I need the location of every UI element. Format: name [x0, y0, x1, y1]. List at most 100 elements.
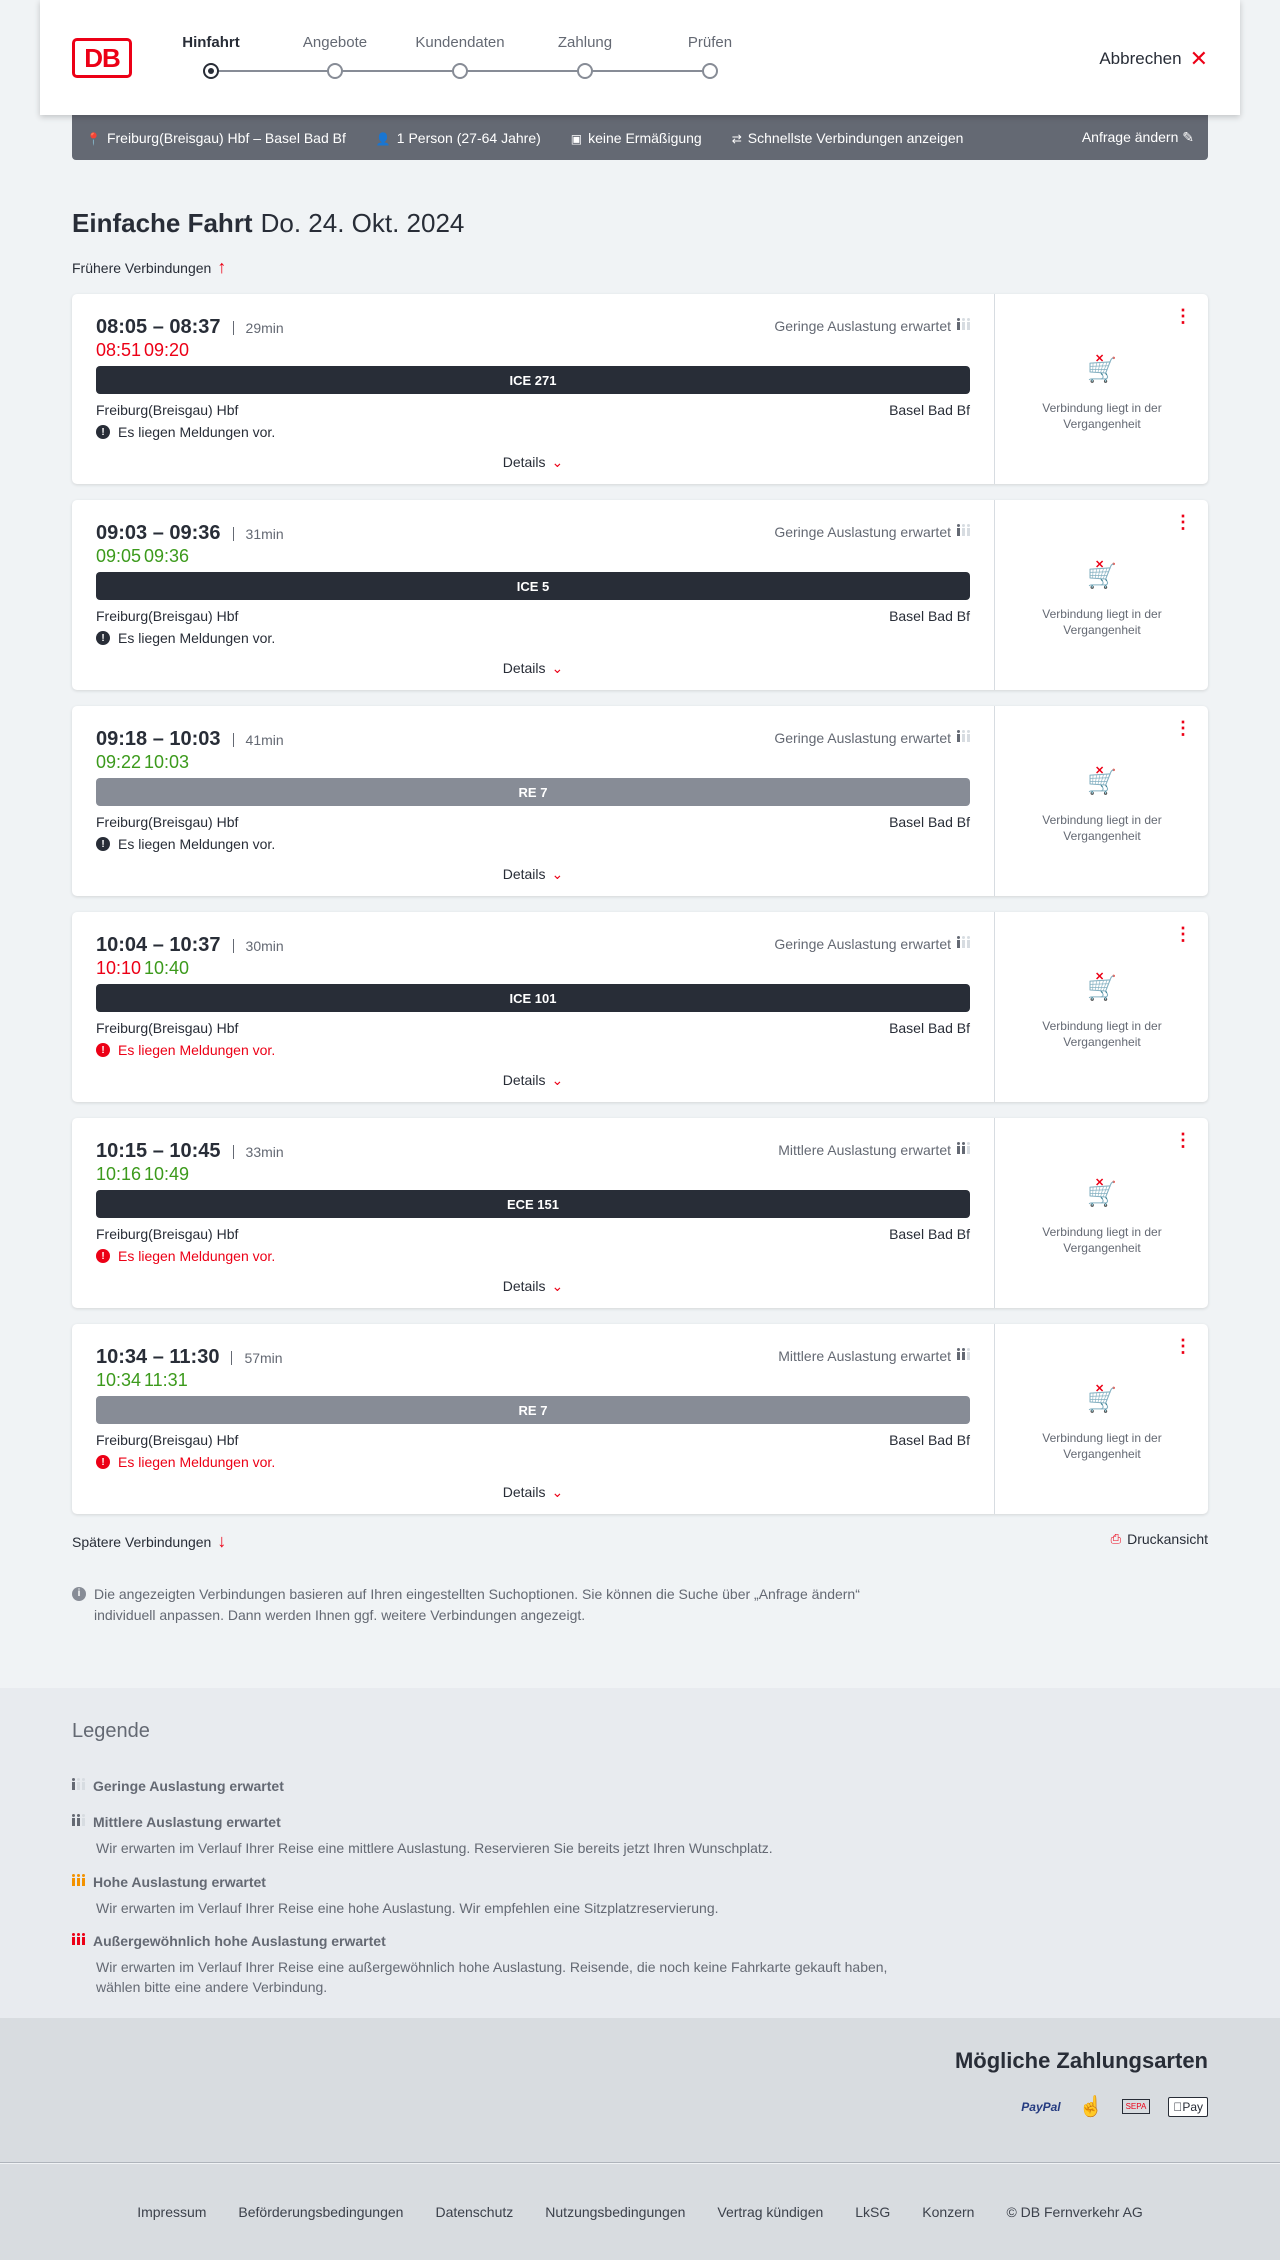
alert-icon: ! [96, 1043, 110, 1057]
alert-icon: ! [96, 1249, 110, 1263]
details-toggle[interactable]: Details ⌄ [72, 866, 994, 883]
footer-link[interactable]: LkSG [855, 2204, 891, 2220]
payment-section: Mögliche Zahlungsarten PayPal ☝ SEPA Pa… [0, 2018, 1280, 2163]
connection-card[interactable]: 09:18 – 10:03 41min 09:22 10:03 Geringe A… [72, 706, 1208, 896]
details-toggle[interactable]: Details ⌄ [72, 1278, 994, 1295]
connection-card[interactable]: 08:05 – 08:37 29min 08:51 09:20 Geringe A… [72, 294, 1208, 484]
trip-type: Einfache Fahrt [72, 208, 253, 238]
status-text: Verbindung liegt in der Vergangenheit [1042, 1019, 1162, 1049]
occupancy-text: Geringe Auslastung erwartet [774, 730, 951, 746]
step-indicator [203, 63, 219, 79]
legend-item-text: Wir erwarten im Verlauf Ihrer Reise eine… [96, 1900, 719, 1916]
duration: 57min [231, 1350, 283, 1365]
realtime-departure: 10:10 [96, 958, 142, 978]
occupancy: Mittlere Auslastung erwartet [778, 1348, 970, 1364]
duration: 41min [232, 732, 284, 747]
realtime-departure: 10:34 [96, 1370, 142, 1390]
legend-item: Hohe Auslastung erwartet Wir erwarten im … [72, 1874, 892, 1918]
footer-link[interactable]: © DB Fernverkehr AG [1006, 2204, 1143, 2220]
cart-unavailable-icon: 🛒 ✕ [1087, 559, 1117, 590]
origin-station: Freiburg(Breisgau) Hbf [96, 1226, 239, 1242]
footer-link[interactable]: Konzern [922, 2204, 975, 2220]
persons: 👤 1 Person (27-64 Jahre) [376, 130, 541, 146]
connection-card[interactable]: 09:03 – 09:36 31min 09:05 09:36 Geringe A… [72, 500, 1208, 690]
destination-station: Basel Bad Bf [889, 1226, 970, 1242]
train-bar[interactable]: ICE 271 [96, 366, 970, 394]
details-toggle[interactable]: Details ⌄ [72, 1484, 994, 1501]
alert-icon: ! [96, 631, 110, 645]
cart-unavailable-icon: 🛒 ✕ [1087, 1383, 1117, 1414]
more-options-icon[interactable]: ⋮ [1174, 718, 1192, 738]
connection-card[interactable]: 10:15 – 10:45 33min 10:16 10:49 Mittlere … [72, 1118, 1208, 1308]
route-text: Freiburg(Breisgau) Hbf – Basel Bad Bf [106, 129, 346, 146]
credit-card-icon: ☝ [1078, 2096, 1104, 2118]
message-notice: ! Es liegen Meldungen vor. [96, 836, 275, 852]
scheduled-times: 10:15 – 10:45 33min [96, 1140, 284, 1163]
occupancy-icon [957, 524, 970, 536]
more-options-icon[interactable]: ⋮ [1174, 512, 1192, 532]
info-note: i Die angezeigten Verbindungen basieren a… [72, 1584, 872, 1626]
trip-date: Do. 24. Okt. 2024 [260, 208, 465, 238]
origin-station: Freiburg(Breisgau) Hbf [96, 1020, 239, 1036]
origin-station: Freiburg(Breisgau) Hbf [96, 1432, 239, 1448]
details-toggle[interactable]: Details ⌄ [72, 660, 994, 677]
legend-item: Mittlere Auslastung erwartet Wir erwarten… [72, 1814, 892, 1858]
occupancy-text: Geringe Auslastung erwartet [774, 524, 951, 540]
cart-unavailable-icon: 🛒 ✕ [1087, 353, 1117, 384]
footer-link[interactable]: Nutzungsbedingungen [545, 2204, 686, 2220]
later-label: Spätere Verbindungen [72, 1533, 212, 1550]
printer-icon: ⎙ [1110, 1531, 1122, 1546]
message-text: Es liegen Meldungen vor. [118, 1042, 276, 1058]
scheduled-times: 09:03 – 09:36 31min [96, 522, 284, 545]
times-text: 10:04 – 10:37 [96, 934, 221, 956]
print-view-link[interactable]: ⎙ Druckansicht [1111, 1531, 1208, 1547]
cancel-button[interactable]: Abbrechen ✕ [1099, 46, 1208, 72]
cart-unavailable-icon: 🛒 ✕ [1087, 971, 1117, 1002]
footer-link[interactable]: Datenschutz [435, 2204, 514, 2220]
occupancy-icon [72, 1814, 85, 1826]
more-options-icon[interactable]: ⋮ [1174, 1130, 1192, 1150]
footer-link[interactable]: Vertrag kündigen [717, 2204, 824, 2220]
times-text: 10:15 – 10:45 [96, 1140, 221, 1162]
edit-request-button[interactable]: Anfrage ändern ✎ [1082, 129, 1194, 146]
realtime-arrival: 10:03 [144, 752, 190, 772]
realtime-arrival: 10:49 [144, 1164, 190, 1184]
chevron-down-icon: ⌄ [551, 454, 564, 470]
footer-link[interactable]: Impressum [137, 2204, 207, 2220]
alert-icon: ! [96, 425, 110, 439]
paypal-icon: PayPal [1021, 2099, 1061, 2114]
train-bar[interactable]: ECE 151 [96, 1190, 970, 1218]
occupancy-text: Mittlere Auslastung erwartet [778, 1142, 951, 1158]
legend-section: Legende Geringe Auslastung erwartet Mittl… [0, 1688, 1280, 2018]
train-bar[interactable]: RE 7 [96, 778, 970, 806]
message-notice: ! Es liegen Meldungen vor. [96, 1454, 275, 1470]
later-connections-link[interactable]: Spätere Verbindungen ↓ [72, 1531, 226, 1552]
train-bar[interactable]: ICE 101 [96, 984, 970, 1012]
more-options-icon[interactable]: ⋮ [1174, 306, 1192, 326]
legend-item-title: Außergewöhnlich hohe Auslastung erwartet [93, 1933, 386, 1949]
location-pin-icon: 📍 [86, 131, 101, 146]
more-options-icon[interactable]: ⋮ [1174, 1336, 1192, 1356]
footer-link[interactable]: Beförderungsbedingungen [238, 2204, 404, 2220]
page-title: Einfache Fahrt Do. 24. Okt. 2024 [72, 208, 464, 239]
earlier-connections-link[interactable]: Frühere Verbindungen ↑ [72, 257, 226, 278]
search-option: ⇄ Schnellste Verbindungen anzeigen [732, 130, 964, 146]
db-logo[interactable]: DB [72, 38, 132, 78]
connection-card[interactable]: 10:34 – 11:30 57min 10:34 11:31 Mittlere … [72, 1324, 1208, 1514]
occupancy-text: Mittlere Auslastung erwartet [778, 1348, 951, 1364]
status-text: Verbindung liegt in der Vergangenheit [1042, 813, 1162, 843]
apple-pay-icon: Pay [1168, 2096, 1208, 2117]
connection-card[interactable]: 10:04 – 10:37 30min 10:10 10:40 Geringe A… [72, 912, 1208, 1102]
details-toggle[interactable]: Details ⌄ [72, 1072, 994, 1089]
status-text: Verbindung liegt in der Vergangenheit [1042, 1225, 1162, 1255]
step-indicator [577, 63, 593, 79]
swap-icon: ⇄ [731, 131, 742, 146]
booking-panel: ⋮ 🛒 ✕ Verbindung liegt in der Vergangenheit [994, 706, 1208, 896]
train-bar[interactable]: ICE 5 [96, 572, 970, 600]
train-bar[interactable]: RE 7 [96, 1396, 970, 1424]
details-toggle[interactable]: Details ⌄ [72, 454, 994, 471]
legend-item: Außergewöhnlich hohe Auslastung erwartet… [72, 1933, 892, 1997]
more-options-icon[interactable]: ⋮ [1174, 924, 1192, 944]
occupancy: Geringe Auslastung erwartet [774, 730, 970, 746]
cart-unavailable-icon: 🛒 ✕ [1087, 1177, 1117, 1208]
